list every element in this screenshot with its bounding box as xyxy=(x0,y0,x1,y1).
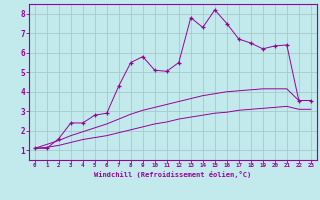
X-axis label: Windchill (Refroidissement éolien,°C): Windchill (Refroidissement éolien,°C) xyxy=(94,171,252,178)
